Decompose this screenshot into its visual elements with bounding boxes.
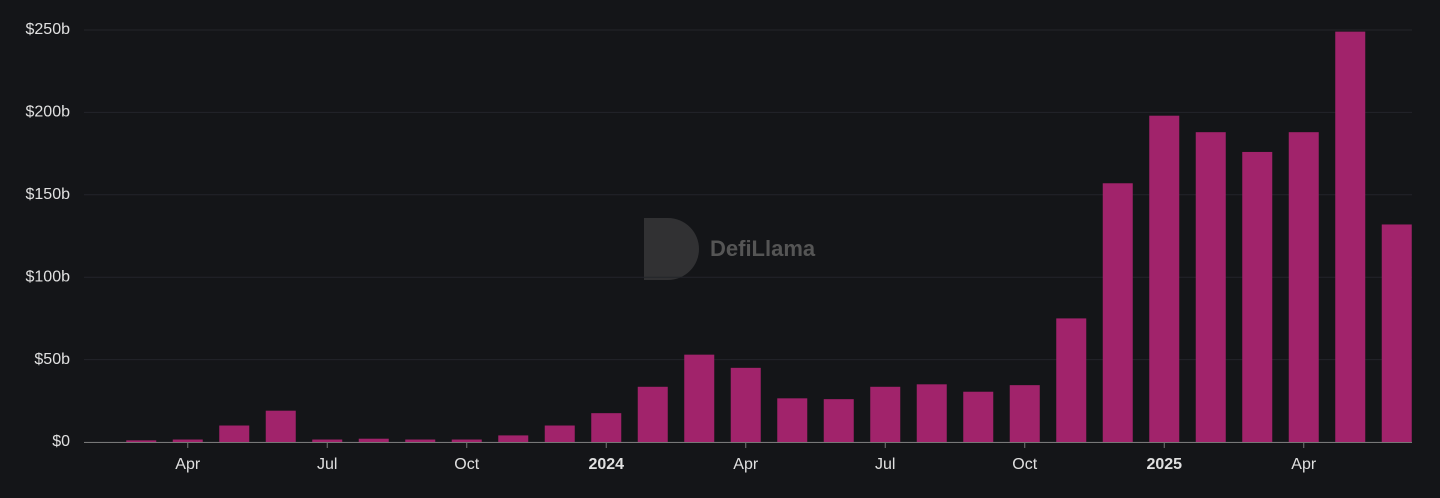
bar (730, 367, 761, 442)
x-tick-label: 2025 (1146, 456, 1182, 473)
bar (591, 413, 622, 442)
bar (544, 425, 575, 442)
bar (823, 399, 854, 442)
bar (126, 440, 157, 442)
x-tick-label: Jul (875, 456, 895, 473)
bar (312, 439, 343, 442)
watermark: DefiLlama (710, 236, 816, 261)
bar (1149, 115, 1180, 443)
x-tick-label: Apr (1291, 456, 1317, 473)
y-tick-label: $200b (26, 104, 71, 121)
x-tick-label: 2024 (588, 456, 624, 473)
bar (1056, 318, 1087, 442)
y-tick-label: $50b (34, 351, 70, 368)
bar (405, 439, 436, 442)
x-tick-label: Apr (175, 456, 201, 473)
x-tick-label: Oct (454, 456, 479, 473)
bar (358, 438, 389, 442)
bar (451, 439, 482, 442)
bar (777, 398, 808, 442)
y-tick-label: $100b (26, 268, 71, 285)
bar (1195, 132, 1226, 442)
bar (870, 386, 901, 442)
bar (219, 425, 250, 442)
y-tick-label: $250b (26, 21, 71, 38)
bar (1288, 132, 1319, 442)
x-tick-label: Apr (733, 456, 759, 473)
bar (1335, 31, 1366, 442)
bar (498, 435, 529, 442)
bar (1242, 151, 1273, 442)
bar (1381, 224, 1412, 442)
bar (1009, 385, 1040, 442)
y-tick-label: $150b (26, 186, 71, 203)
x-tick-label: Oct (1012, 456, 1037, 473)
bar (916, 384, 947, 442)
bar (172, 439, 203, 442)
bar (1102, 183, 1133, 442)
bar (963, 391, 994, 442)
bar (265, 410, 296, 442)
y-tick-label: $0 (52, 433, 70, 450)
bar (684, 354, 715, 442)
watermark-logo (644, 218, 699, 280)
x-tick-label: Jul (317, 456, 337, 473)
bar (637, 386, 668, 442)
